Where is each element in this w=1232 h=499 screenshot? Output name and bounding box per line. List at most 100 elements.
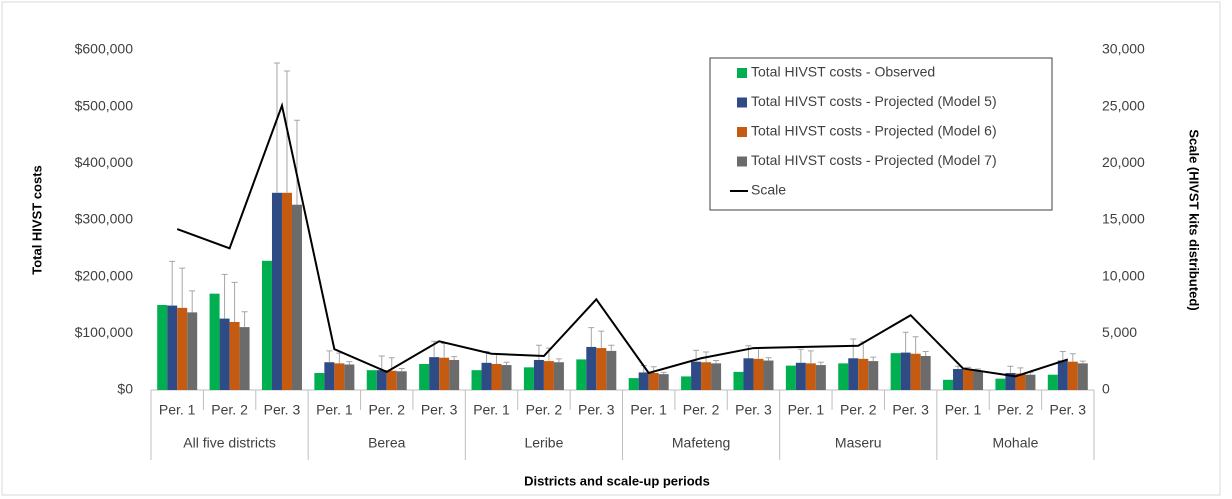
y2-tick-label: 10,000	[1102, 267, 1145, 283]
bar	[209, 293, 220, 390]
bar	[658, 374, 669, 390]
y2-tick-label: 30,000	[1102, 41, 1145, 57]
bar	[920, 356, 931, 390]
bar	[681, 376, 692, 390]
error-bar	[1017, 367, 1024, 374]
x-tick-label: Per. 2	[840, 402, 877, 418]
error-bar	[503, 361, 510, 366]
x-tick-label: Per. 2	[997, 402, 1034, 418]
x-tick-label: Per. 1	[316, 402, 353, 418]
group-label: Mohale	[992, 435, 1038, 451]
error-bar	[1059, 350, 1066, 361]
bar	[995, 378, 1006, 390]
bar	[1015, 373, 1026, 390]
y2-tick-label: 20,000	[1102, 154, 1145, 170]
legend-swatch	[737, 68, 747, 78]
y-tick-label: $200,000	[75, 267, 134, 283]
group-label: Leribe	[524, 435, 563, 451]
error-bar	[912, 336, 919, 354]
error-bar	[765, 357, 772, 361]
bar	[324, 362, 335, 390]
error-bar	[797, 348, 804, 363]
y-axis-title: Total HIVST costs	[29, 165, 44, 275]
legend-swatch	[737, 127, 747, 137]
bar	[157, 305, 168, 390]
x-tick-label: Per. 2	[368, 402, 405, 418]
error-bar	[555, 358, 562, 363]
bar	[1005, 373, 1016, 390]
x-tick-label: Per. 1	[788, 402, 825, 418]
y2-tick-label: 15,000	[1102, 211, 1145, 227]
bar	[753, 358, 764, 390]
group-label: Maseru	[835, 435, 882, 451]
error-bar	[189, 290, 196, 313]
bar	[334, 363, 345, 390]
error-bar	[169, 260, 176, 306]
y2-tick-label: 0	[1102, 381, 1110, 397]
y2-tick-label: 5,000	[1102, 324, 1137, 340]
bar	[733, 371, 744, 390]
error-bar	[1069, 353, 1076, 362]
bar	[1067, 361, 1078, 390]
bar	[386, 370, 397, 390]
error-bar	[850, 338, 857, 359]
bar	[586, 346, 597, 390]
bar	[271, 192, 282, 390]
bar	[596, 348, 607, 390]
bar	[229, 322, 240, 390]
x-tick-label: Per. 3	[264, 402, 301, 418]
error-bar	[608, 344, 615, 351]
x-tick-label: Per. 2	[526, 402, 563, 418]
bar	[858, 358, 869, 390]
error-bar	[179, 267, 186, 308]
bar	[576, 359, 587, 390]
bar	[396, 371, 407, 390]
legend-label: Total HIVST costs - Projected (Model 5)	[751, 93, 997, 109]
x-tick-label: Per. 3	[1050, 402, 1087, 418]
error-bar	[1007, 365, 1014, 373]
bar	[1057, 360, 1068, 390]
y-tick-label: $500,000	[75, 97, 134, 113]
error-bar	[378, 355, 385, 371]
bar	[785, 365, 796, 390]
bar	[501, 365, 512, 390]
error-bar	[231, 281, 238, 322]
bar	[628, 378, 639, 390]
bar	[449, 359, 460, 390]
legend-label: Total HIVST costs - Projected (Model 7)	[751, 152, 997, 168]
bar	[543, 361, 554, 390]
bar	[366, 370, 377, 390]
error-bar	[346, 361, 353, 365]
legend-swatch	[737, 156, 747, 167]
error-bar	[745, 345, 752, 359]
bar	[638, 372, 649, 390]
x-tick-label: Per. 2	[683, 402, 720, 418]
bar	[239, 327, 250, 390]
y2-axis-title: Scale (HIVST kits distributed)	[1187, 129, 1202, 310]
bar	[314, 373, 325, 390]
y-tick-label: $100,000	[75, 324, 134, 340]
bar	[701, 362, 712, 390]
error-bar	[451, 356, 458, 360]
error-bar	[293, 119, 300, 205]
bar	[481, 362, 492, 390]
bar	[711, 363, 722, 390]
x-tick-label: Per. 1	[159, 402, 196, 418]
bar	[419, 363, 430, 390]
bar	[943, 379, 954, 390]
bar	[795, 362, 806, 390]
x-tick-label: Per. 3	[421, 402, 458, 418]
error-bar	[807, 350, 814, 364]
bar	[219, 318, 230, 390]
group-label: All five districts	[183, 435, 276, 451]
bar	[471, 370, 482, 390]
error-bar	[713, 360, 720, 364]
error-bar	[398, 367, 405, 372]
bar	[973, 370, 984, 390]
bar	[533, 359, 544, 390]
bar	[805, 363, 816, 390]
y2-tick-label: 25,000	[1102, 97, 1145, 113]
error-bar	[273, 62, 280, 193]
x-tick-label: Per. 3	[735, 402, 772, 418]
bar	[910, 353, 921, 390]
